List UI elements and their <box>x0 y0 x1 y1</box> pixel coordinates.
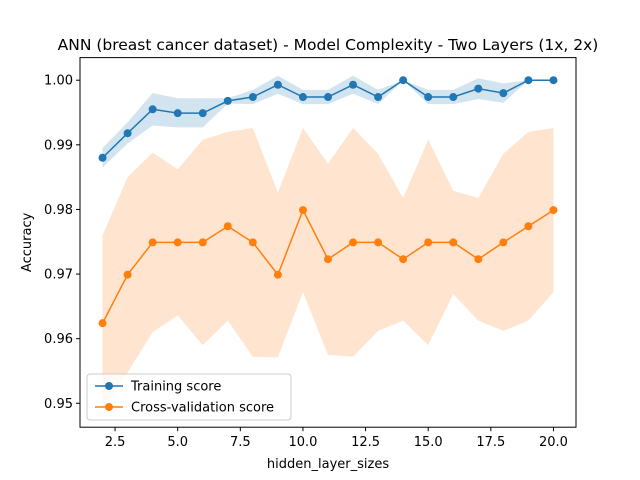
training-point <box>449 93 458 102</box>
cross-validation-point <box>324 255 332 264</box>
y-tick-label: 0.99 <box>44 138 73 153</box>
training-point <box>399 76 408 85</box>
training-point <box>123 129 132 138</box>
training-point <box>324 93 332 102</box>
training-point <box>298 93 307 102</box>
training-point <box>173 109 182 118</box>
x-tick-label: 17.5 <box>476 435 505 450</box>
cross-validation-point <box>349 238 358 247</box>
training-point <box>248 93 257 102</box>
y-tick-label: 0.96 <box>44 332 73 347</box>
x-tick-label: 20.0 <box>539 435 568 450</box>
training-point <box>474 84 483 93</box>
cross-validation-point <box>198 238 207 247</box>
training-point <box>499 89 508 98</box>
cross-validation-point <box>273 270 282 279</box>
cross-validation-point <box>223 222 232 231</box>
x-axis-ticks: 2.5 5.0 7.5 10.0 12.5 15.0 17.5 20.0 <box>105 427 568 450</box>
x-tick-label: 10.0 <box>288 435 317 450</box>
cross-validation-point <box>123 270 132 279</box>
cross-validation-point <box>424 238 433 247</box>
legend-marker-cross-validation <box>105 403 113 411</box>
x-tick-label: 15.0 <box>414 435 443 450</box>
cross-validation-point <box>449 238 458 247</box>
training-point <box>273 80 282 89</box>
training-point <box>98 153 107 162</box>
x-tick-label: 7.5 <box>230 435 251 450</box>
training-point <box>148 105 157 114</box>
x-axis-label: hidden_layer_sizes <box>267 457 389 472</box>
y-tick-label: 0.95 <box>44 397 73 412</box>
y-tick-label: 0.98 <box>44 203 73 218</box>
legend-label-training: Training score <box>130 380 221 395</box>
cross-validation-point <box>298 206 307 215</box>
training-point <box>349 80 358 89</box>
series-markers <box>98 76 558 328</box>
plot-frame <box>79 57 577 428</box>
legend-marker-training <box>105 382 113 390</box>
cross-validation-point <box>98 319 107 328</box>
training-point <box>374 93 383 102</box>
cross-validation-point <box>248 238 257 247</box>
training-point <box>198 109 207 118</box>
cross-validation-band <box>102 128 554 412</box>
x-tick-label: 5.0 <box>167 435 188 450</box>
legend-label-cross-validation: Cross-validation score <box>131 401 274 416</box>
cross-validation-point <box>499 238 508 247</box>
training-band <box>102 75 554 168</box>
training-point <box>549 76 558 85</box>
y-tick-label: 1.00 <box>44 74 73 89</box>
training-point <box>524 76 533 85</box>
y-tick-label: 0.97 <box>44 268 73 283</box>
x-tick-label: 12.5 <box>351 435 380 450</box>
confidence-bands <box>102 75 554 412</box>
y-axis-label: Accuracy <box>20 212 35 272</box>
training-point <box>223 96 232 105</box>
legend: Training score Cross-validation score <box>86 373 292 421</box>
training-point <box>424 93 433 102</box>
legend-box <box>86 373 292 421</box>
cross-validation-point <box>549 206 558 215</box>
x-tick-label: 2.5 <box>105 435 126 450</box>
cross-validation-point <box>173 238 182 247</box>
cross-validation-point <box>374 238 383 247</box>
cross-validation-point <box>524 222 533 231</box>
chart-title: ANN (breast cancer dataset) - Model Comp… <box>58 36 599 54</box>
cross-validation-point <box>148 238 157 247</box>
y-axis-ticks: 0.95 0.96 0.97 0.98 0.99 1.00 <box>44 74 80 412</box>
cross-validation-point <box>399 255 408 264</box>
cross-validation-point <box>474 255 483 264</box>
